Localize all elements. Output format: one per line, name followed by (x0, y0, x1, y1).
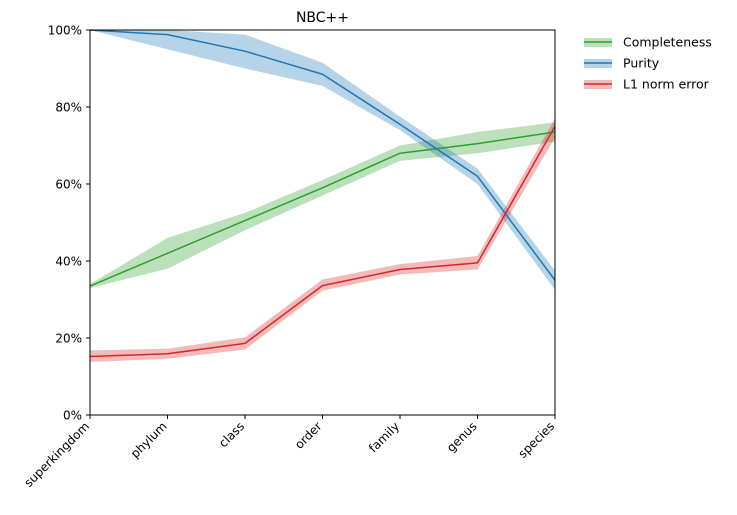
x-tick-label: superkingdom (21, 419, 92, 490)
legend-label-l1-norm-error: L1 norm error (623, 77, 710, 92)
completeness-band (90, 122, 555, 288)
legend: Completeness Purity L1 norm error (584, 35, 712, 92)
l1-norm-error-band (90, 118, 555, 362)
y-tick-label: 40% (55, 255, 82, 269)
series-lines (89, 29, 556, 358)
y-tick-label: 80% (55, 101, 82, 115)
chart-title: NBC++ (296, 10, 349, 26)
x-tick-label: genus (444, 419, 480, 455)
purity-line (89, 29, 556, 281)
x-axis: superkingdom phylum class order family genus s… (21, 415, 557, 490)
x-tick-label: order (292, 419, 325, 452)
x-tick-label: family (366, 419, 402, 455)
purity-band (90, 30, 555, 290)
x-tick-label: species (516, 419, 558, 461)
y-axis: 0% 20% 40% 60% 80% 100% (48, 24, 90, 423)
y-tick-label: 60% (55, 178, 82, 192)
legend-label-purity: Purity (623, 56, 660, 71)
l1-norm-error-line (89, 125, 556, 358)
completeness-line (89, 131, 556, 287)
y-tick-label: 0% (63, 409, 82, 423)
x-tick-label: phylum (128, 419, 170, 461)
legend-label-completeness: Completeness (623, 35, 712, 50)
y-tick-label: 100% (48, 24, 82, 38)
confidence-bands (90, 30, 555, 362)
x-tick-label: class (216, 419, 247, 450)
y-tick-label: 20% (55, 332, 82, 346)
